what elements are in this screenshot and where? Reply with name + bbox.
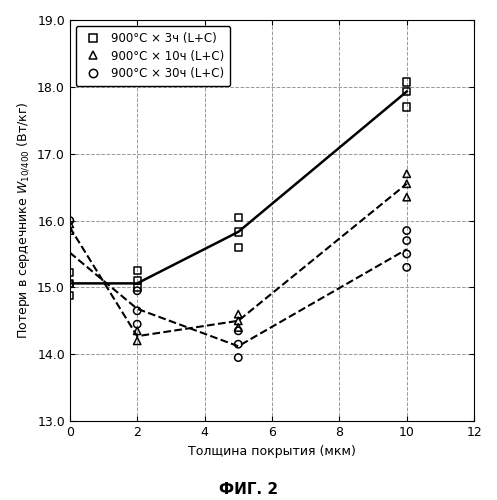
Point xyxy=(403,226,411,234)
Text: ФИГ. 2: ФИГ. 2 xyxy=(219,482,278,498)
Legend: 900°C × 3ч (L+C), 900°C × 10ч (L+C), 900°C × 30ч (L+C): 900°C × 3ч (L+C), 900°C × 10ч (L+C), 900… xyxy=(76,26,230,86)
Point xyxy=(66,292,74,300)
Point xyxy=(234,354,242,362)
Point xyxy=(234,310,242,318)
Point xyxy=(133,284,141,292)
Point xyxy=(234,228,242,236)
Point xyxy=(403,250,411,258)
Point xyxy=(66,280,74,287)
Point xyxy=(66,216,74,224)
Point xyxy=(403,103,411,111)
Point xyxy=(133,327,141,335)
Point xyxy=(133,320,141,328)
Point xyxy=(133,276,141,284)
Y-axis label: Потери в сердечнике $W_{10/400}$ (Вт/кг): Потери в сердечнике $W_{10/400}$ (Вт/кг) xyxy=(15,102,31,340)
Point xyxy=(133,286,141,294)
Point xyxy=(234,327,242,335)
Point xyxy=(133,266,141,274)
Point xyxy=(403,170,411,177)
Point xyxy=(234,324,242,332)
Point xyxy=(234,213,242,221)
Point xyxy=(234,340,242,348)
Point xyxy=(66,226,74,234)
Point xyxy=(234,317,242,325)
Point xyxy=(403,264,411,272)
Point xyxy=(66,280,74,288)
Point xyxy=(403,88,411,96)
Point xyxy=(403,236,411,244)
Point xyxy=(66,220,74,228)
Point xyxy=(403,78,411,86)
Point xyxy=(403,193,411,201)
Point xyxy=(66,268,74,276)
Point xyxy=(234,244,242,252)
Point xyxy=(133,307,141,315)
X-axis label: Толщина покрытия (мкм): Толщина покрытия (мкм) xyxy=(188,444,356,458)
Point xyxy=(403,180,411,188)
Point xyxy=(133,337,141,345)
